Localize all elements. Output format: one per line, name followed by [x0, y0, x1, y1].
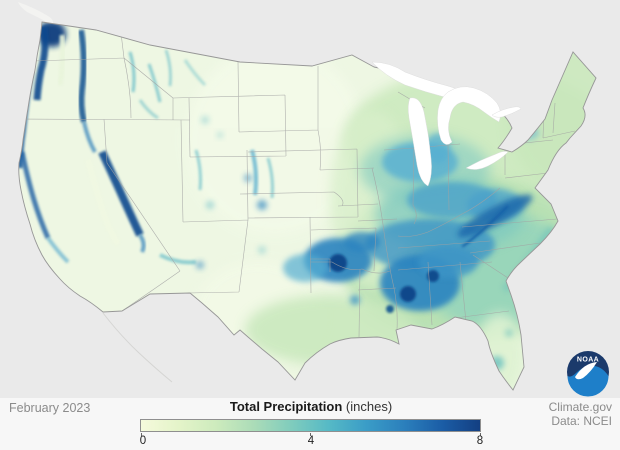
map-panel: NOAA	[0, 0, 620, 398]
great-lakes	[371, 61, 522, 187]
lake-erie	[465, 151, 509, 170]
legend-title: Total Precipitation (inches)	[140, 399, 482, 414]
legend-tick-min	[141, 433, 142, 436]
credits: Climate.gov Data: NCEI	[549, 400, 612, 428]
vancouver-island	[18, 2, 53, 25]
precipitation-raster	[18, 22, 596, 390]
legend-label-min: 0	[139, 435, 147, 447]
lake-ontario	[491, 106, 522, 118]
noaa-logo: NOAA	[567, 351, 609, 397]
legend-label-max: 8	[476, 435, 484, 447]
legend-colorbar	[140, 419, 481, 432]
noaa-logo-bird	[575, 362, 597, 380]
us-precipitation-map: NOAA	[0, 0, 620, 398]
lake-huron	[437, 86, 501, 145]
legend-tick-mid	[310, 433, 311, 436]
baja-coastline	[102, 312, 173, 383]
credit-site: Climate.gov	[548, 400, 612, 414]
legend-label-mid: 4	[307, 435, 315, 447]
date-label: February 2023	[9, 401, 91, 415]
legend-tick-max	[480, 433, 481, 436]
us-outline	[18, 21, 597, 391]
legend-title-main: Total Precipitation	[229, 399, 343, 414]
credit-source: Data: NCEI	[551, 414, 612, 428]
legend-title-units: (inches)	[345, 399, 393, 414]
lake-michigan	[408, 97, 432, 187]
state-borders	[21, 32, 576, 338]
noaa-logo-text: NOAA	[577, 357, 599, 364]
